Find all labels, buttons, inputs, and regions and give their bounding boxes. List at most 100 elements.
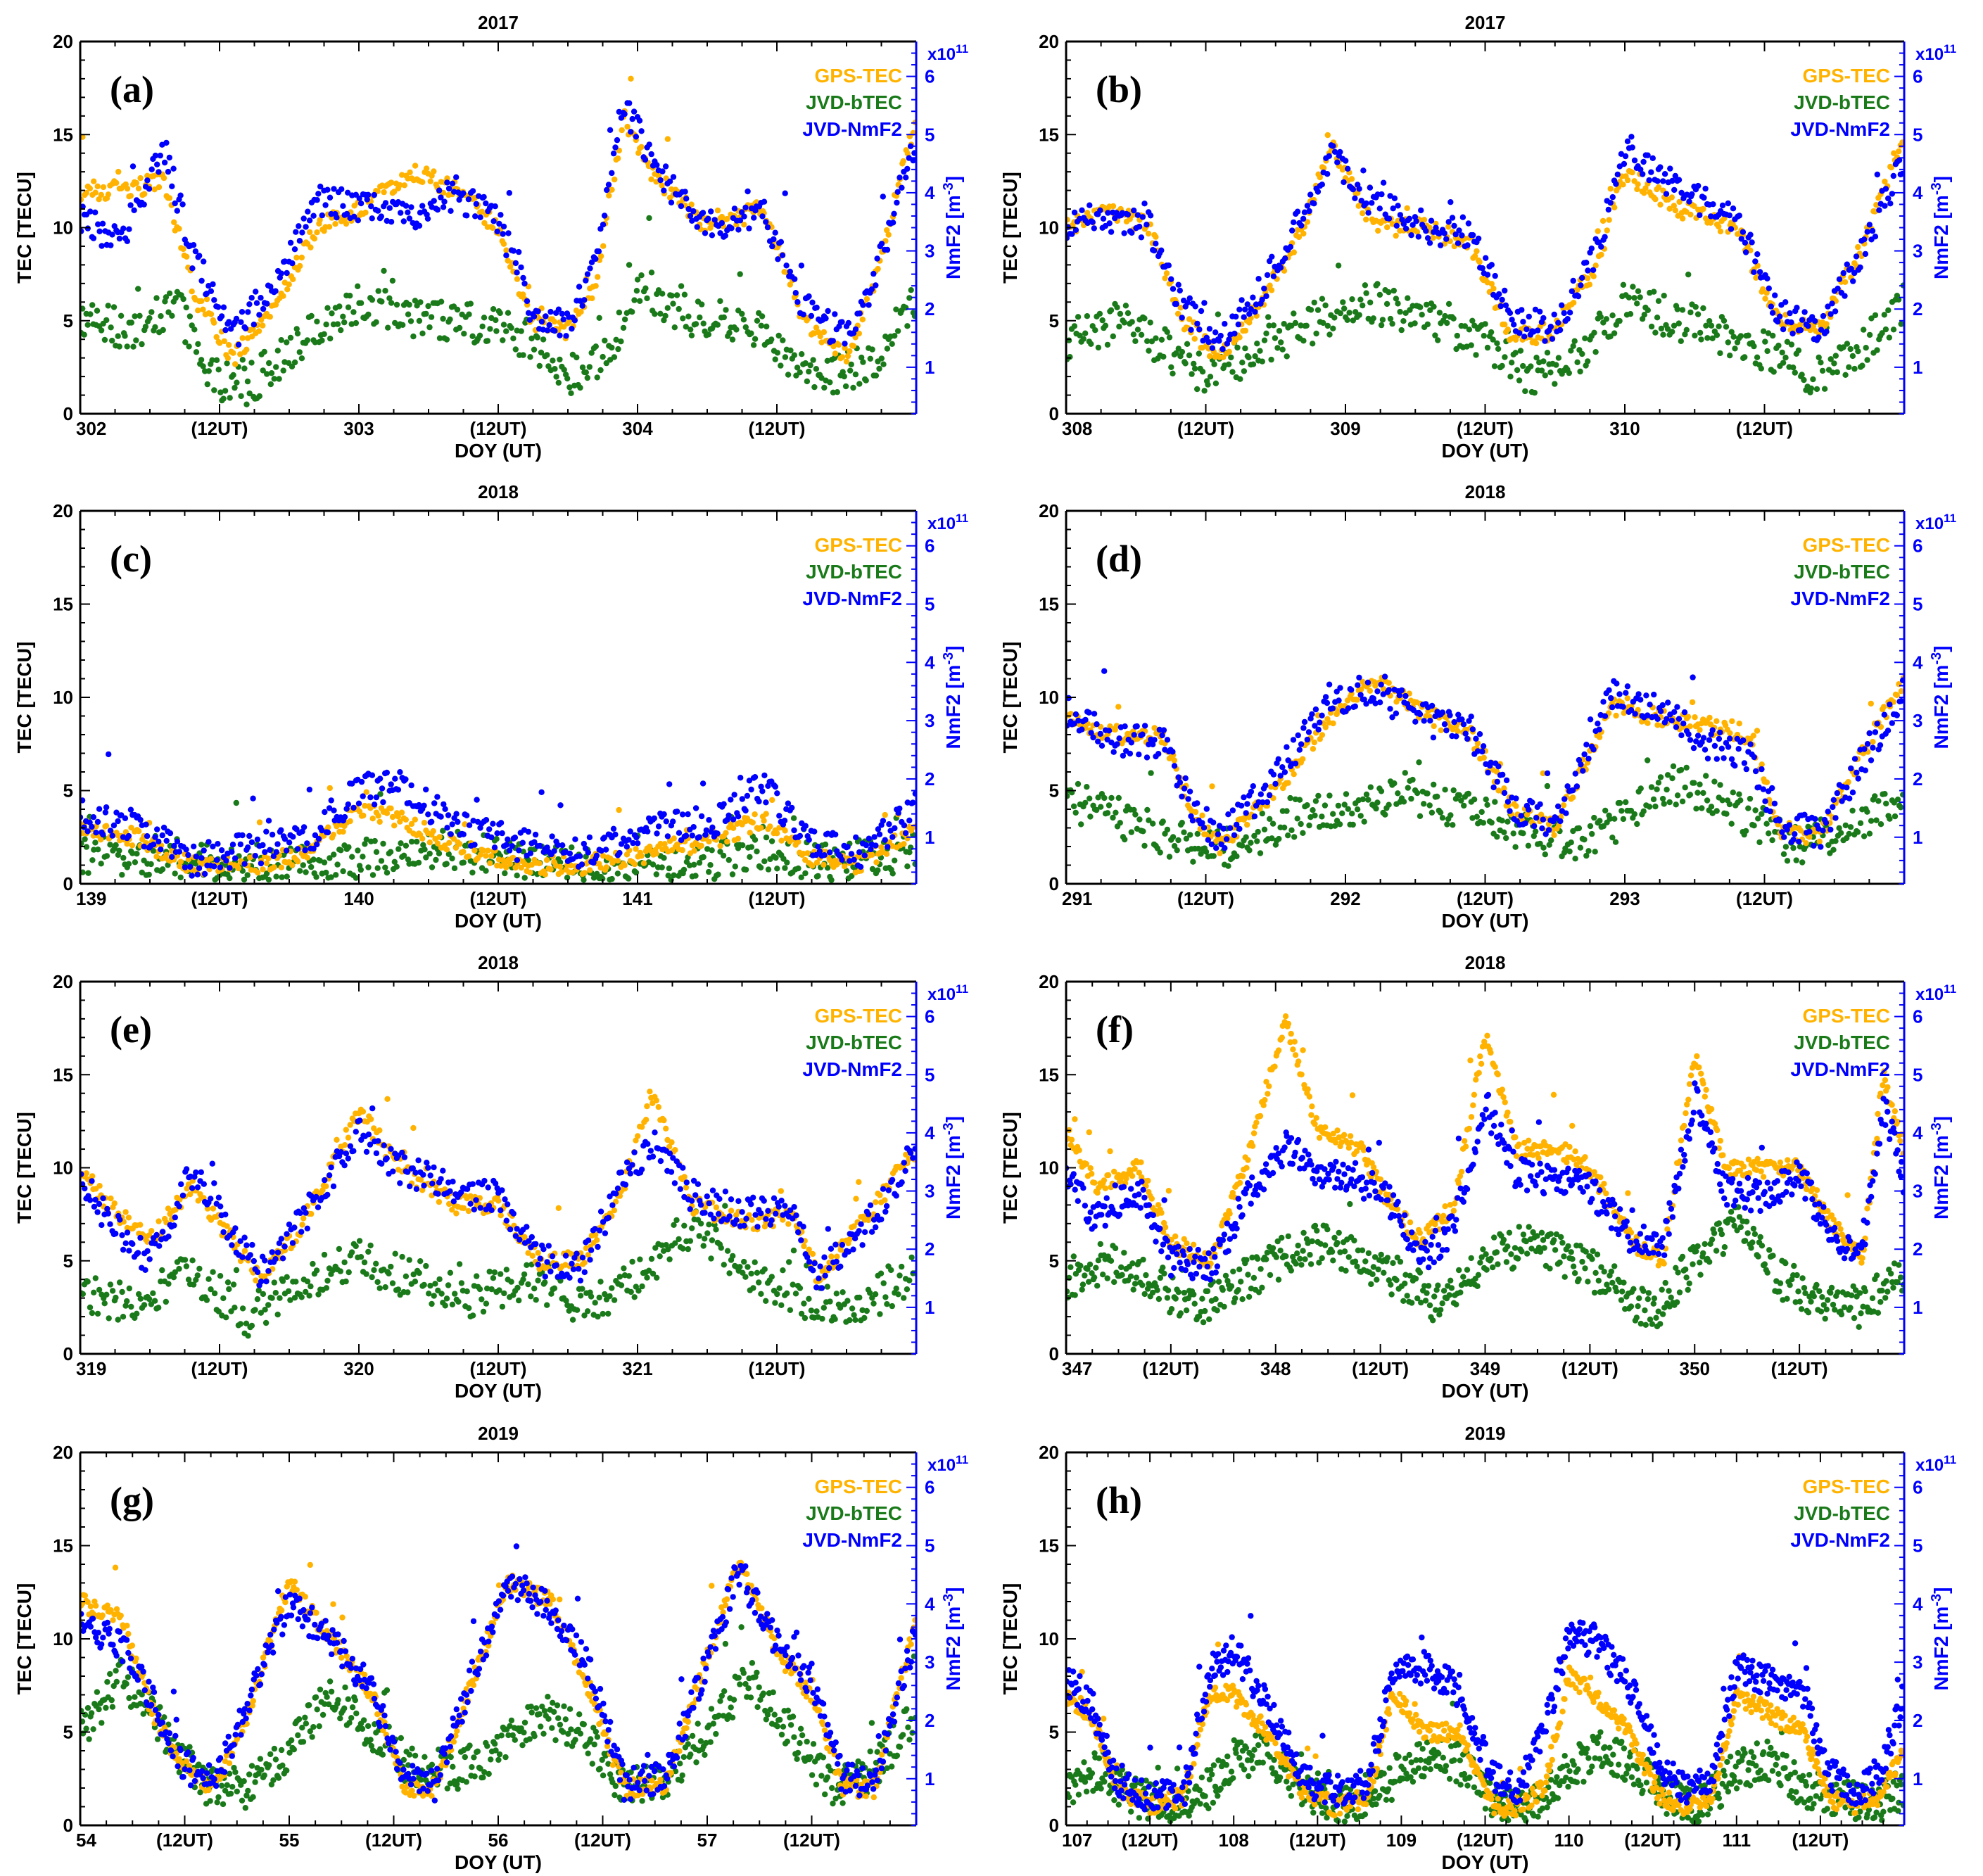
data-point xyxy=(1875,798,1882,804)
data-point xyxy=(1669,329,1675,335)
data-point xyxy=(442,806,448,813)
data-point xyxy=(856,381,863,387)
data-point xyxy=(156,838,162,845)
data-point xyxy=(1337,148,1343,156)
data-point xyxy=(239,335,246,341)
data-point xyxy=(364,196,370,203)
data-point xyxy=(1533,355,1540,361)
data-point xyxy=(538,789,545,796)
data-point xyxy=(835,341,842,348)
data-point xyxy=(1574,359,1580,365)
data-point xyxy=(87,311,94,317)
data-point xyxy=(1414,229,1421,235)
data-point xyxy=(1679,307,1686,313)
data-point xyxy=(1100,215,1107,222)
data-point xyxy=(1780,851,1787,858)
data-point xyxy=(120,854,127,861)
data-point xyxy=(832,311,838,317)
data-point xyxy=(118,312,125,319)
data-point xyxy=(1520,362,1526,369)
data-point xyxy=(860,359,866,365)
data-point xyxy=(1393,222,1400,229)
data-point xyxy=(726,856,733,863)
data-point xyxy=(1502,302,1509,309)
data-point xyxy=(1864,357,1870,363)
data-point xyxy=(1525,842,1532,849)
data-point xyxy=(733,327,740,333)
data-point xyxy=(827,849,833,856)
data-point xyxy=(709,232,716,239)
data-point xyxy=(772,356,778,362)
data-point xyxy=(552,328,558,334)
data-point xyxy=(674,809,680,815)
data-point xyxy=(1384,224,1390,231)
data-point xyxy=(1415,234,1422,240)
data-point xyxy=(856,849,863,856)
data-point xyxy=(1854,829,1861,835)
data-point xyxy=(1075,780,1082,787)
data-point xyxy=(423,310,429,317)
data-point xyxy=(1303,322,1310,329)
data-point xyxy=(419,330,426,336)
data-point xyxy=(571,317,578,324)
data-point xyxy=(1876,207,1882,213)
data-point xyxy=(1284,353,1290,360)
data-point xyxy=(278,337,284,343)
data-point xyxy=(374,865,381,871)
data-point xyxy=(815,873,821,880)
data-point xyxy=(186,343,192,350)
data-point xyxy=(1873,817,1880,823)
data-point xyxy=(661,855,667,861)
data-point xyxy=(1456,227,1462,234)
left-tick-label: 10 xyxy=(53,217,73,239)
data-point xyxy=(1416,759,1422,766)
data-point xyxy=(1315,792,1322,799)
data-point xyxy=(127,193,134,199)
data-point xyxy=(906,295,913,301)
data-point xyxy=(1700,305,1706,312)
data-point xyxy=(310,213,317,219)
data-point xyxy=(269,831,276,838)
data-point xyxy=(1851,365,1858,372)
data-point xyxy=(261,348,267,355)
data-point xyxy=(1864,229,1870,235)
data-point xyxy=(670,300,676,307)
data-point xyxy=(195,308,201,314)
data-point xyxy=(1383,300,1390,308)
data-point xyxy=(1711,778,1718,785)
data-point xyxy=(1442,787,1448,793)
data-point xyxy=(1304,203,1311,209)
data-point xyxy=(544,352,550,358)
data-point xyxy=(425,303,431,310)
x-tick-label: (12UT) xyxy=(1736,418,1793,439)
data-point xyxy=(818,374,825,381)
data-point xyxy=(1336,821,1343,828)
data-point xyxy=(1237,376,1243,382)
data-point xyxy=(497,310,503,317)
data-point xyxy=(1086,795,1093,801)
data-point xyxy=(1766,285,1772,291)
data-point xyxy=(1267,816,1273,823)
data-point xyxy=(715,871,721,877)
left-tick-label: 20 xyxy=(53,31,73,52)
data-point xyxy=(547,866,554,873)
data-point xyxy=(408,204,414,210)
data-point xyxy=(880,818,887,824)
data-point xyxy=(867,355,874,362)
data-point xyxy=(581,840,587,847)
data-point xyxy=(1437,242,1444,248)
data-point xyxy=(360,854,366,860)
data-point xyxy=(371,801,378,808)
data-point xyxy=(220,304,227,310)
series-jvd-nmf2 xyxy=(1066,134,1904,353)
data-point xyxy=(816,848,823,855)
data-point xyxy=(1713,332,1721,338)
data-point xyxy=(748,786,754,793)
data-point xyxy=(600,353,606,360)
data-point xyxy=(1482,321,1488,327)
data-point xyxy=(609,344,615,351)
data-point xyxy=(416,222,423,229)
data-point xyxy=(1217,332,1224,339)
data-point xyxy=(1732,346,1738,352)
